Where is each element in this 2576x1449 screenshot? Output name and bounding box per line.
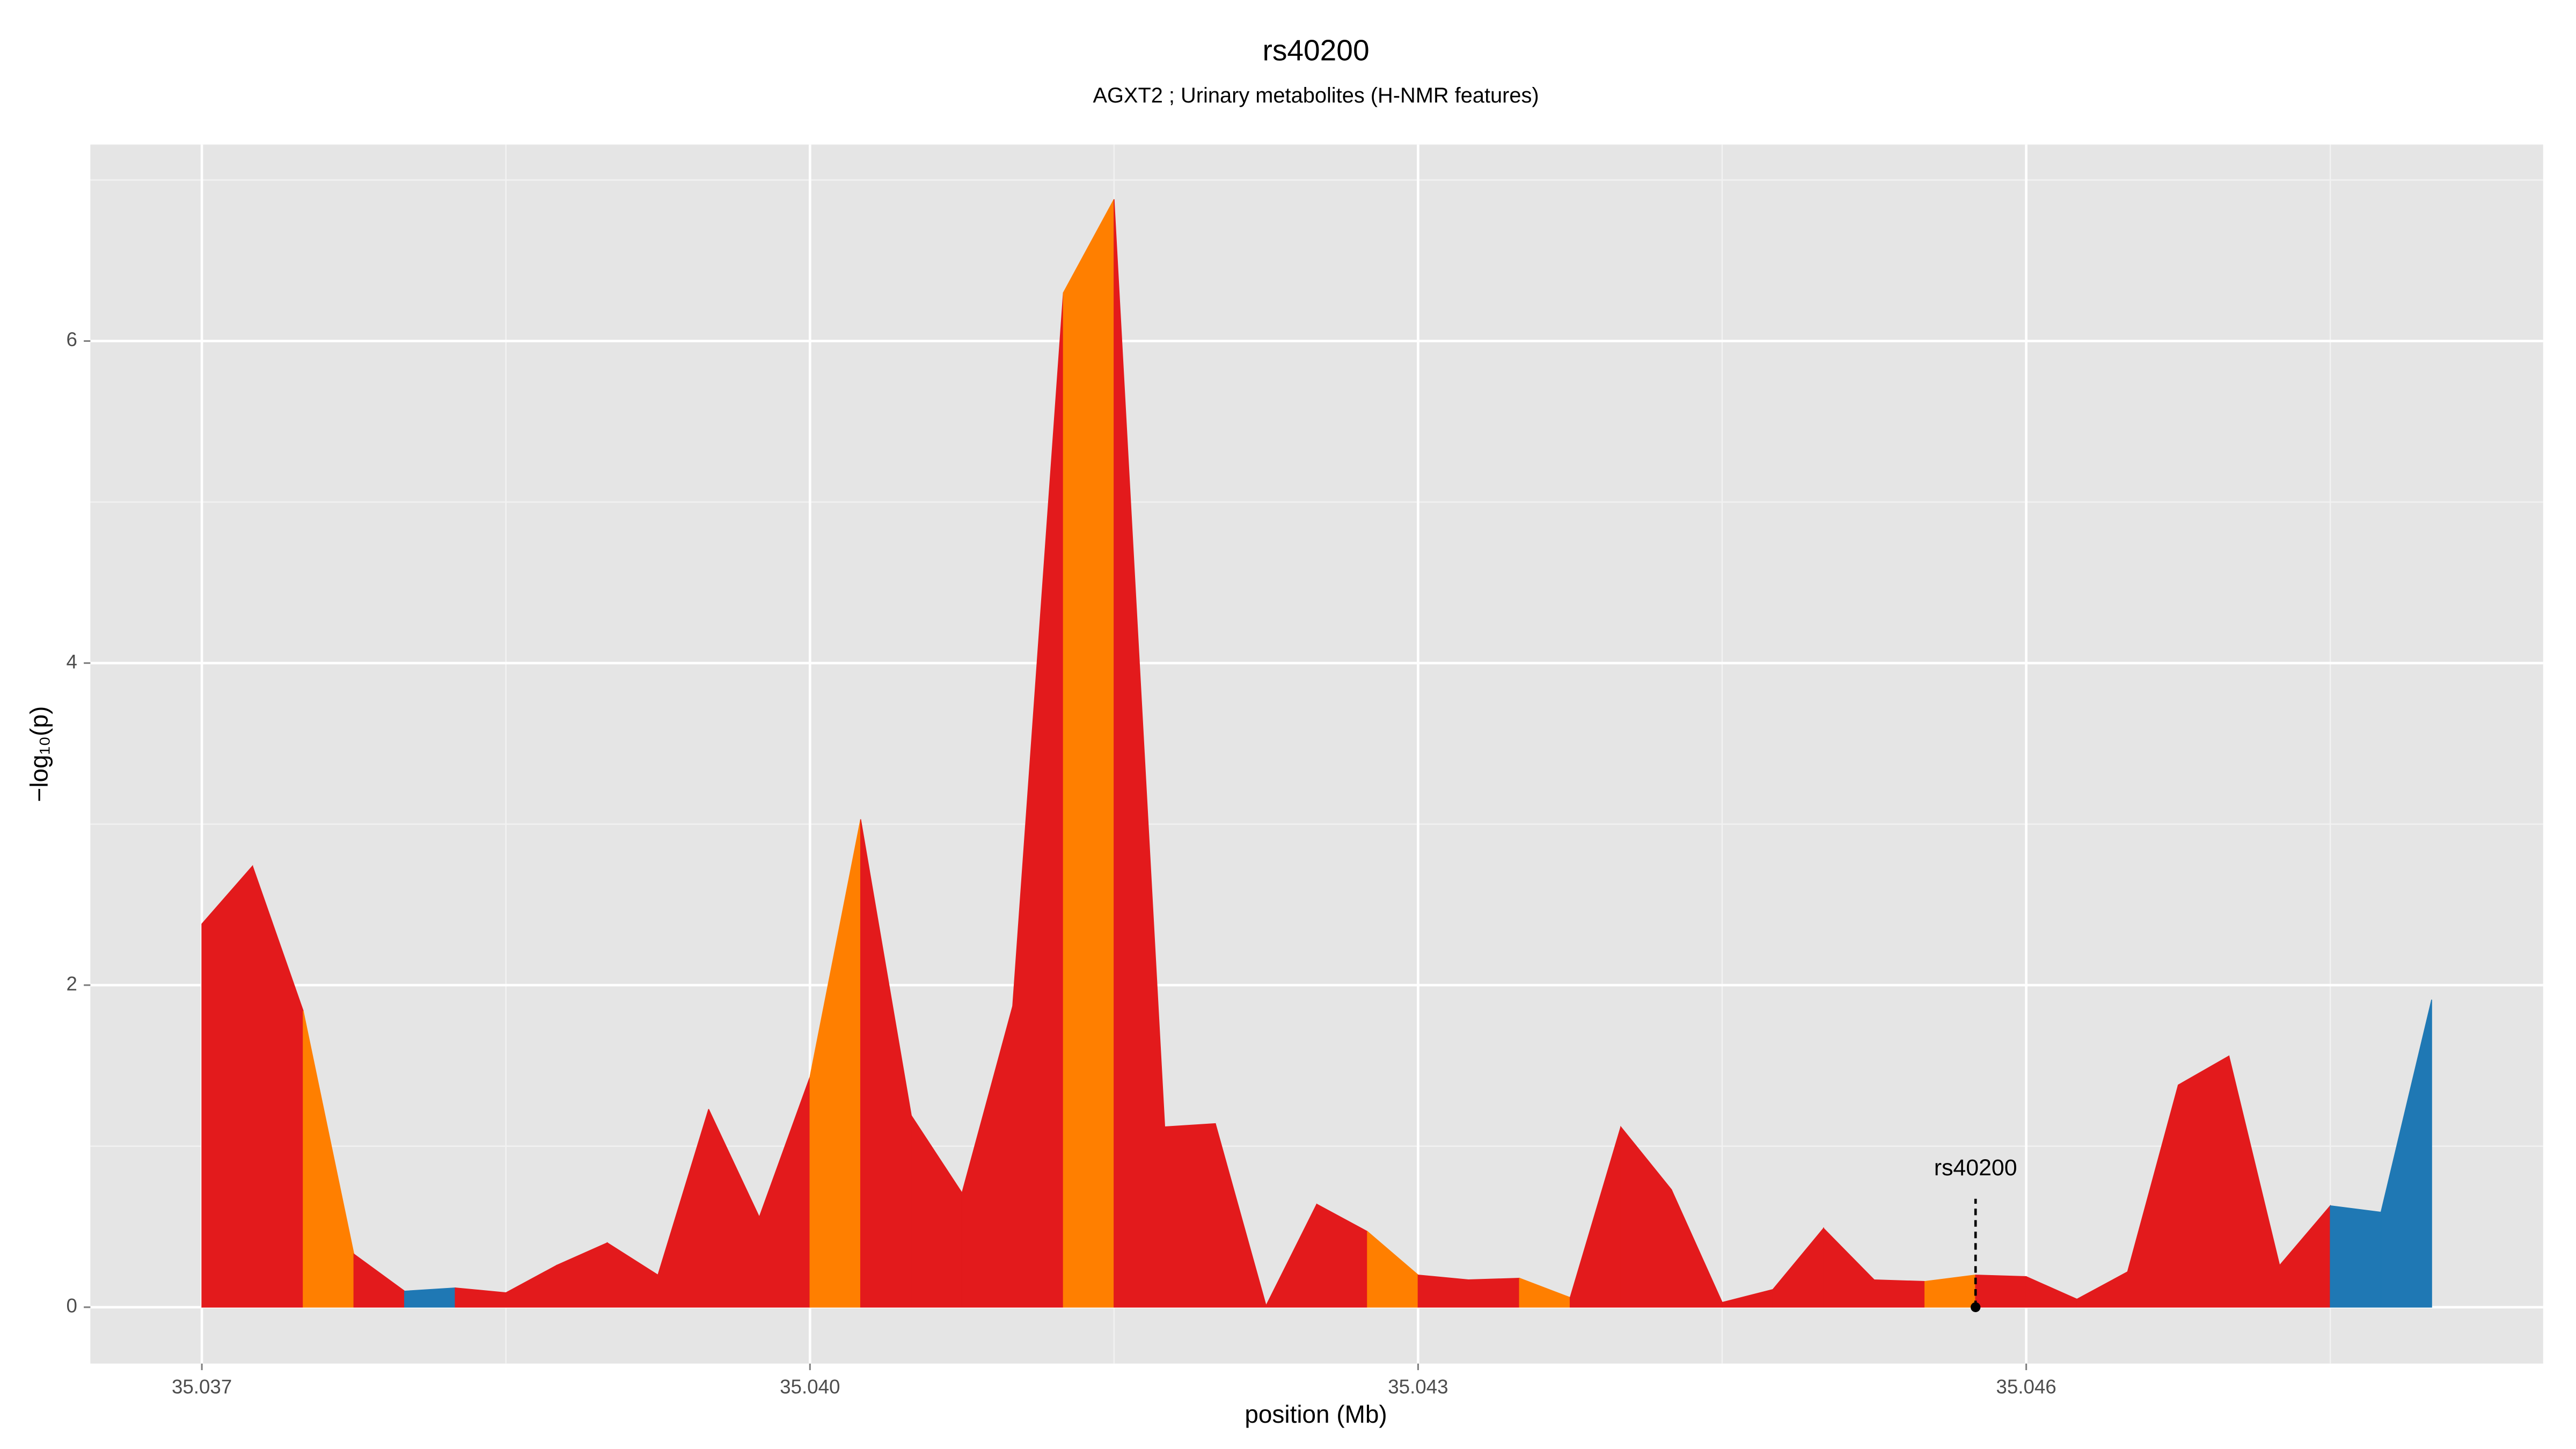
area-segment: [2380, 999, 2432, 1308]
y-tick-label: 4: [66, 650, 77, 672]
x-axis-label: position (Mb): [1245, 1400, 1387, 1428]
x-tick-label: 35.046: [1996, 1375, 2056, 1397]
y-tick-label: 2: [66, 972, 77, 994]
annotation-label: rs40200: [1934, 1155, 2017, 1181]
area-segment: [1874, 1279, 1926, 1308]
y-axis-label: −log₁₀(p): [25, 706, 53, 802]
area-segment: [201, 865, 253, 1308]
plot-background: [90, 144, 2543, 1364]
chart-subtitle: AGXT2 ; Urinary metabolites (H-NMR featu…: [1093, 84, 1539, 107]
y-tick-label: 0: [66, 1295, 77, 1317]
area-segment: [1975, 1274, 2027, 1308]
x-tick-label: 35.043: [1388, 1375, 1448, 1397]
area-segment: [1164, 1123, 1216, 1308]
annotation-point: [1970, 1302, 1981, 1312]
chart-title: rs40200: [1262, 34, 1369, 67]
area-segment: [404, 1287, 456, 1308]
area-segment: [2178, 1055, 2230, 1308]
area-segment: [1063, 199, 1115, 1308]
area-segment: [2330, 1205, 2382, 1308]
x-tick-label: 35.040: [780, 1375, 840, 1397]
x-tick-label: 35.037: [172, 1375, 232, 1397]
area-segment: [1468, 1277, 1520, 1308]
area-segment: [1417, 1274, 1469, 1308]
y-tick-label: 6: [66, 328, 77, 350]
